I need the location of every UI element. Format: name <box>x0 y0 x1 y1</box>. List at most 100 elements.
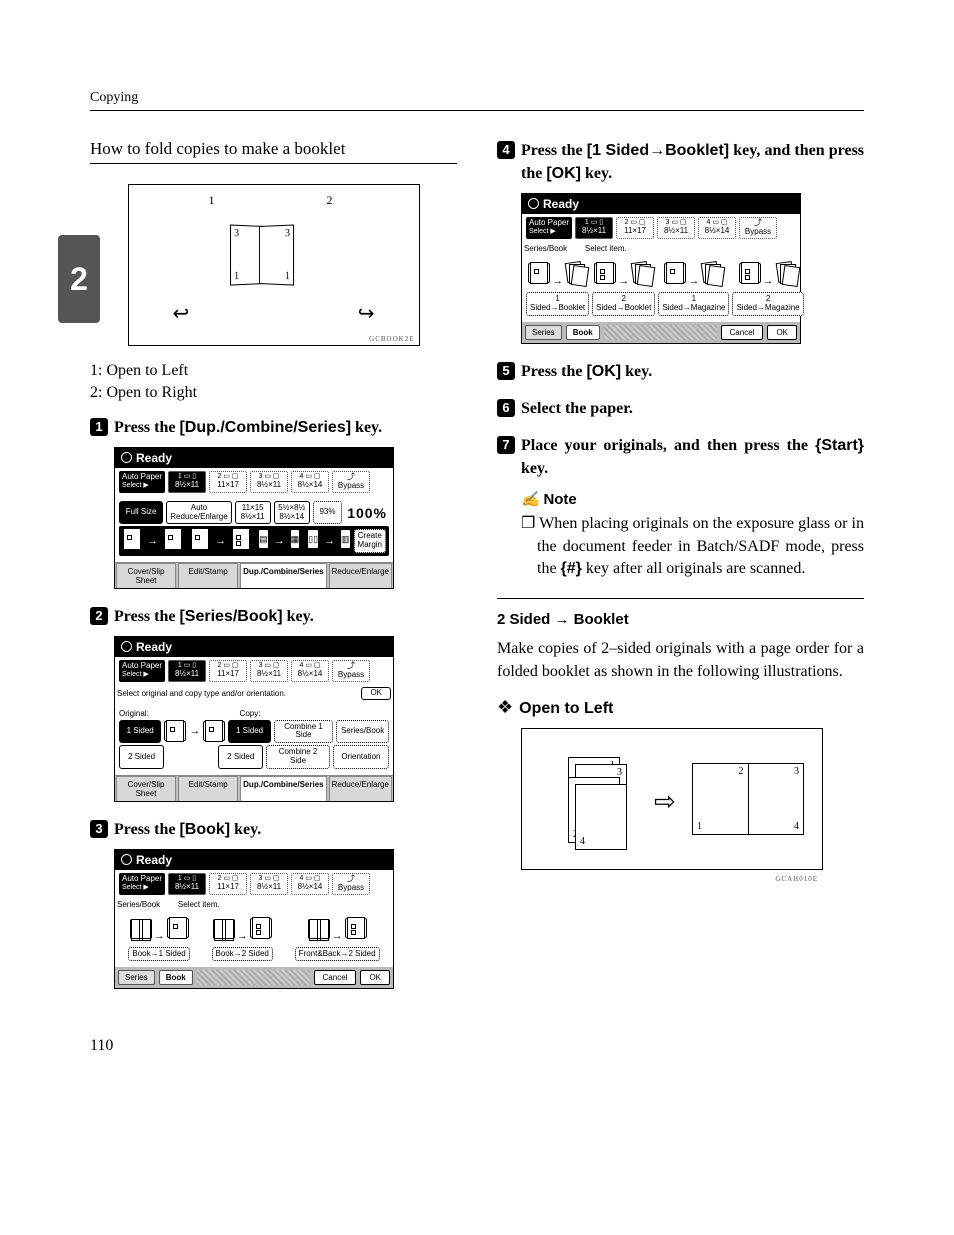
tab-edit-stamp[interactable]: Edit/Stamp <box>178 563 238 588</box>
series-tab[interactable]: Series <box>525 325 562 340</box>
section-heading: 2 Sided → Booklet <box>497 611 864 628</box>
page-num: 3 <box>794 766 799 777</box>
book-to-2sided-button[interactable]: Book→2 Sided <box>212 947 273 962</box>
orientation-button[interactable]: Orientation <box>333 745 389 769</box>
paper-tray[interactable]: 3 ▭ ▢8½×11 <box>250 471 288 493</box>
step-5: 5Press the [OK] key. <box>497 360 864 383</box>
mode-icon[interactable] <box>122 529 142 549</box>
2sided-booklet-button[interactable]: 2 Sided→Booklet <box>592 292 655 316</box>
full-size-button[interactable]: Full Size <box>119 501 163 525</box>
pct-button[interactable]: 93% <box>313 501 342 525</box>
combine-2-side-button[interactable]: Combine 2 Side <box>266 745 330 769</box>
cancel-button[interactable]: Cancel <box>721 325 764 340</box>
ratio-button[interactable]: 5½×8½ 8½×14 <box>274 501 310 525</box>
fold-diagram: 1 2 31 31 ↩ ↪ GCBOOK2E <box>114 184 433 346</box>
screen-title: Ready <box>136 640 172 654</box>
paper-tray[interactable]: 3 ▭ ▢8½×11 <box>250 660 288 682</box>
auto-paper-button[interactable]: Auto PaperSelect ▶ <box>119 471 165 493</box>
paper-tray[interactable]: 2 ▭ ▢11×17 <box>616 217 654 239</box>
paper-tray[interactable]: 2 ▭ ▢11×17 <box>209 660 247 682</box>
series-book-button[interactable]: Series/Book <box>336 720 389 744</box>
book-tab[interactable]: Book <box>159 970 193 985</box>
series-tab[interactable]: Series <box>118 970 155 985</box>
tab-reduce-enlarge[interactable]: Reduce/Enlarge <box>329 563 392 588</box>
ok-button[interactable]: OK <box>360 970 390 985</box>
front-back-2sided-button[interactable]: Front&Back→2 Sided <box>295 947 380 962</box>
fold-page-num: 1 <box>234 271 239 283</box>
tab-reduce-enlarge[interactable]: Reduce/Enlarge <box>329 776 392 801</box>
step-number-icon: 3 <box>90 820 108 838</box>
tab-cover-slip[interactable]: Cover/Slip Sheet <box>116 776 176 801</box>
paper-tray[interactable]: 1 ▭ ▯8½×11 <box>168 660 206 682</box>
1sided-booklet-button[interactable]: 1 Sided→Booklet <box>526 292 589 316</box>
one-sided-orig-button[interactable]: 1 Sided <box>119 720 161 744</box>
mode-icon[interactable]: ▯▯ <box>307 529 319 549</box>
book-to-1sided-button[interactable]: Book→1 Sided <box>128 947 189 962</box>
fold-arrow-right: ↪ <box>358 301 375 326</box>
bypass-tray[interactable]: ⤴ Bypass <box>332 660 370 682</box>
step-number-icon: 6 <box>497 399 515 417</box>
step-7: 7Place your originals, and then press th… <box>497 434 864 480</box>
section-paragraph: Make copies of 2–sided originals with a … <box>497 638 864 683</box>
paper-tray[interactable]: 3 ▭ ▢8½×11 <box>657 217 695 239</box>
ok-button[interactable]: OK <box>361 687 391 700</box>
book-tab[interactable]: Book <box>566 325 600 340</box>
paper-tray[interactable]: 4 ▭ ▢8½×14 <box>698 217 736 239</box>
diamond-heading: ❖Open to Left <box>497 697 864 718</box>
two-sided-copy-button[interactable]: 2 Sided <box>218 745 263 769</box>
series-book-bar: Series/Book Select item. <box>522 242 800 257</box>
auto-reduce-enlarge-button[interactable]: Auto Reduce/Enlarge <box>166 501 231 525</box>
ok-button[interactable]: OK <box>767 325 797 340</box>
1sided-magazine-button[interactable]: 1 Sided→Magazine <box>658 292 729 316</box>
paper-tray[interactable]: 2 ▭ ▢11×17 <box>209 471 247 493</box>
bypass-tray[interactable]: ⤴ Bypass <box>332 471 370 493</box>
auto-paper-button[interactable]: Auto PaperSelect ▶ <box>119 660 165 682</box>
mode-icon[interactable] <box>163 529 183 549</box>
mode-icon[interactable]: ▦ <box>290 529 301 549</box>
auto-paper-button[interactable]: Auto PaperSelect ▶ <box>119 873 165 895</box>
mode-icon[interactable]: ▤ <box>258 529 269 549</box>
one-sided-copy-button[interactable]: 1 Sided <box>228 720 270 744</box>
paper-tray[interactable]: 3 ▭ ▢8½×11 <box>250 873 288 895</box>
paper-tray[interactable]: 2 ▭ ▢11×17 <box>209 873 247 895</box>
step-2: 2Press the [Series/Book] key. <box>90 605 457 628</box>
cancel-button[interactable]: Cancel <box>314 970 357 985</box>
mode-icon[interactable]: ▥ <box>340 529 351 549</box>
screen-hint: Select original and copy type and/or ori… <box>117 689 286 698</box>
screen-ready-main: Ready Auto PaperSelect ▶ 1 ▭ ▯8½×11 2 ▭ … <box>114 447 394 589</box>
fold-page-num: 3 <box>284 228 289 240</box>
2sided-magazine-button[interactable]: 2 Sided→Magazine <box>732 292 803 316</box>
bypass-tray[interactable]: ⤴ Bypass <box>739 217 777 239</box>
page-number: 110 <box>90 1037 864 1055</box>
mode-icon[interactable] <box>231 529 251 549</box>
paper-tray[interactable]: 4 ▭ ▢8½×14 <box>291 873 329 895</box>
note-body: ❐ When placing originals on the exposure… <box>521 513 864 580</box>
screen-series-book-select: Ready Auto PaperSelect ▶ 1 ▭ ▯8½×11 2 ▭ … <box>114 636 394 802</box>
paper-tray[interactable]: 1 ▭ ▯8½×11 <box>168 471 206 493</box>
step-3: 3Press the [Book] key. <box>90 818 457 841</box>
tab-edit-stamp[interactable]: Edit/Stamp <box>178 776 238 801</box>
legend-line: 1: Open to Left <box>90 362 457 380</box>
zoom-percent: 100% <box>345 505 389 521</box>
tab-dup-combine-series[interactable]: Dup./Combine/Series <box>240 776 326 801</box>
screen-title: Ready <box>136 853 172 867</box>
paper-tray[interactable]: 1 ▭ ▯8½×11 <box>575 217 613 239</box>
tab-cover-slip[interactable]: Cover/Slip Sheet <box>116 563 176 588</box>
mode-icon[interactable] <box>190 529 210 549</box>
fold-page-num: 3 <box>234 228 239 240</box>
section-rule <box>497 598 864 599</box>
create-margin-button[interactable]: Create Margin <box>354 529 386 553</box>
auto-paper-button[interactable]: Auto PaperSelect ▶ <box>526 217 572 239</box>
two-sided-orig-button[interactable]: 2 Sided <box>119 745 164 769</box>
screen-title: Ready <box>136 451 172 465</box>
tab-dup-combine-series[interactable]: Dup./Combine/Series <box>240 563 326 588</box>
step-number-icon: 1 <box>90 418 108 436</box>
paper-tray[interactable]: 1 ▭ ▯8½×11 <box>168 873 206 895</box>
paper-tray[interactable]: 4 ▭ ▢8½×14 <box>291 471 329 493</box>
fold-label-1: 1 <box>209 193 215 208</box>
figure-code: GCBOOK2E <box>369 335 414 343</box>
bypass-tray[interactable]: ⤴ Bypass <box>332 873 370 895</box>
ratio-button[interactable]: 11×15 8½×11 <box>235 501 271 525</box>
paper-tray[interactable]: 4 ▭ ▢8½×14 <box>291 660 329 682</box>
combine-1-side-button[interactable]: Combine 1 Side <box>274 720 334 744</box>
